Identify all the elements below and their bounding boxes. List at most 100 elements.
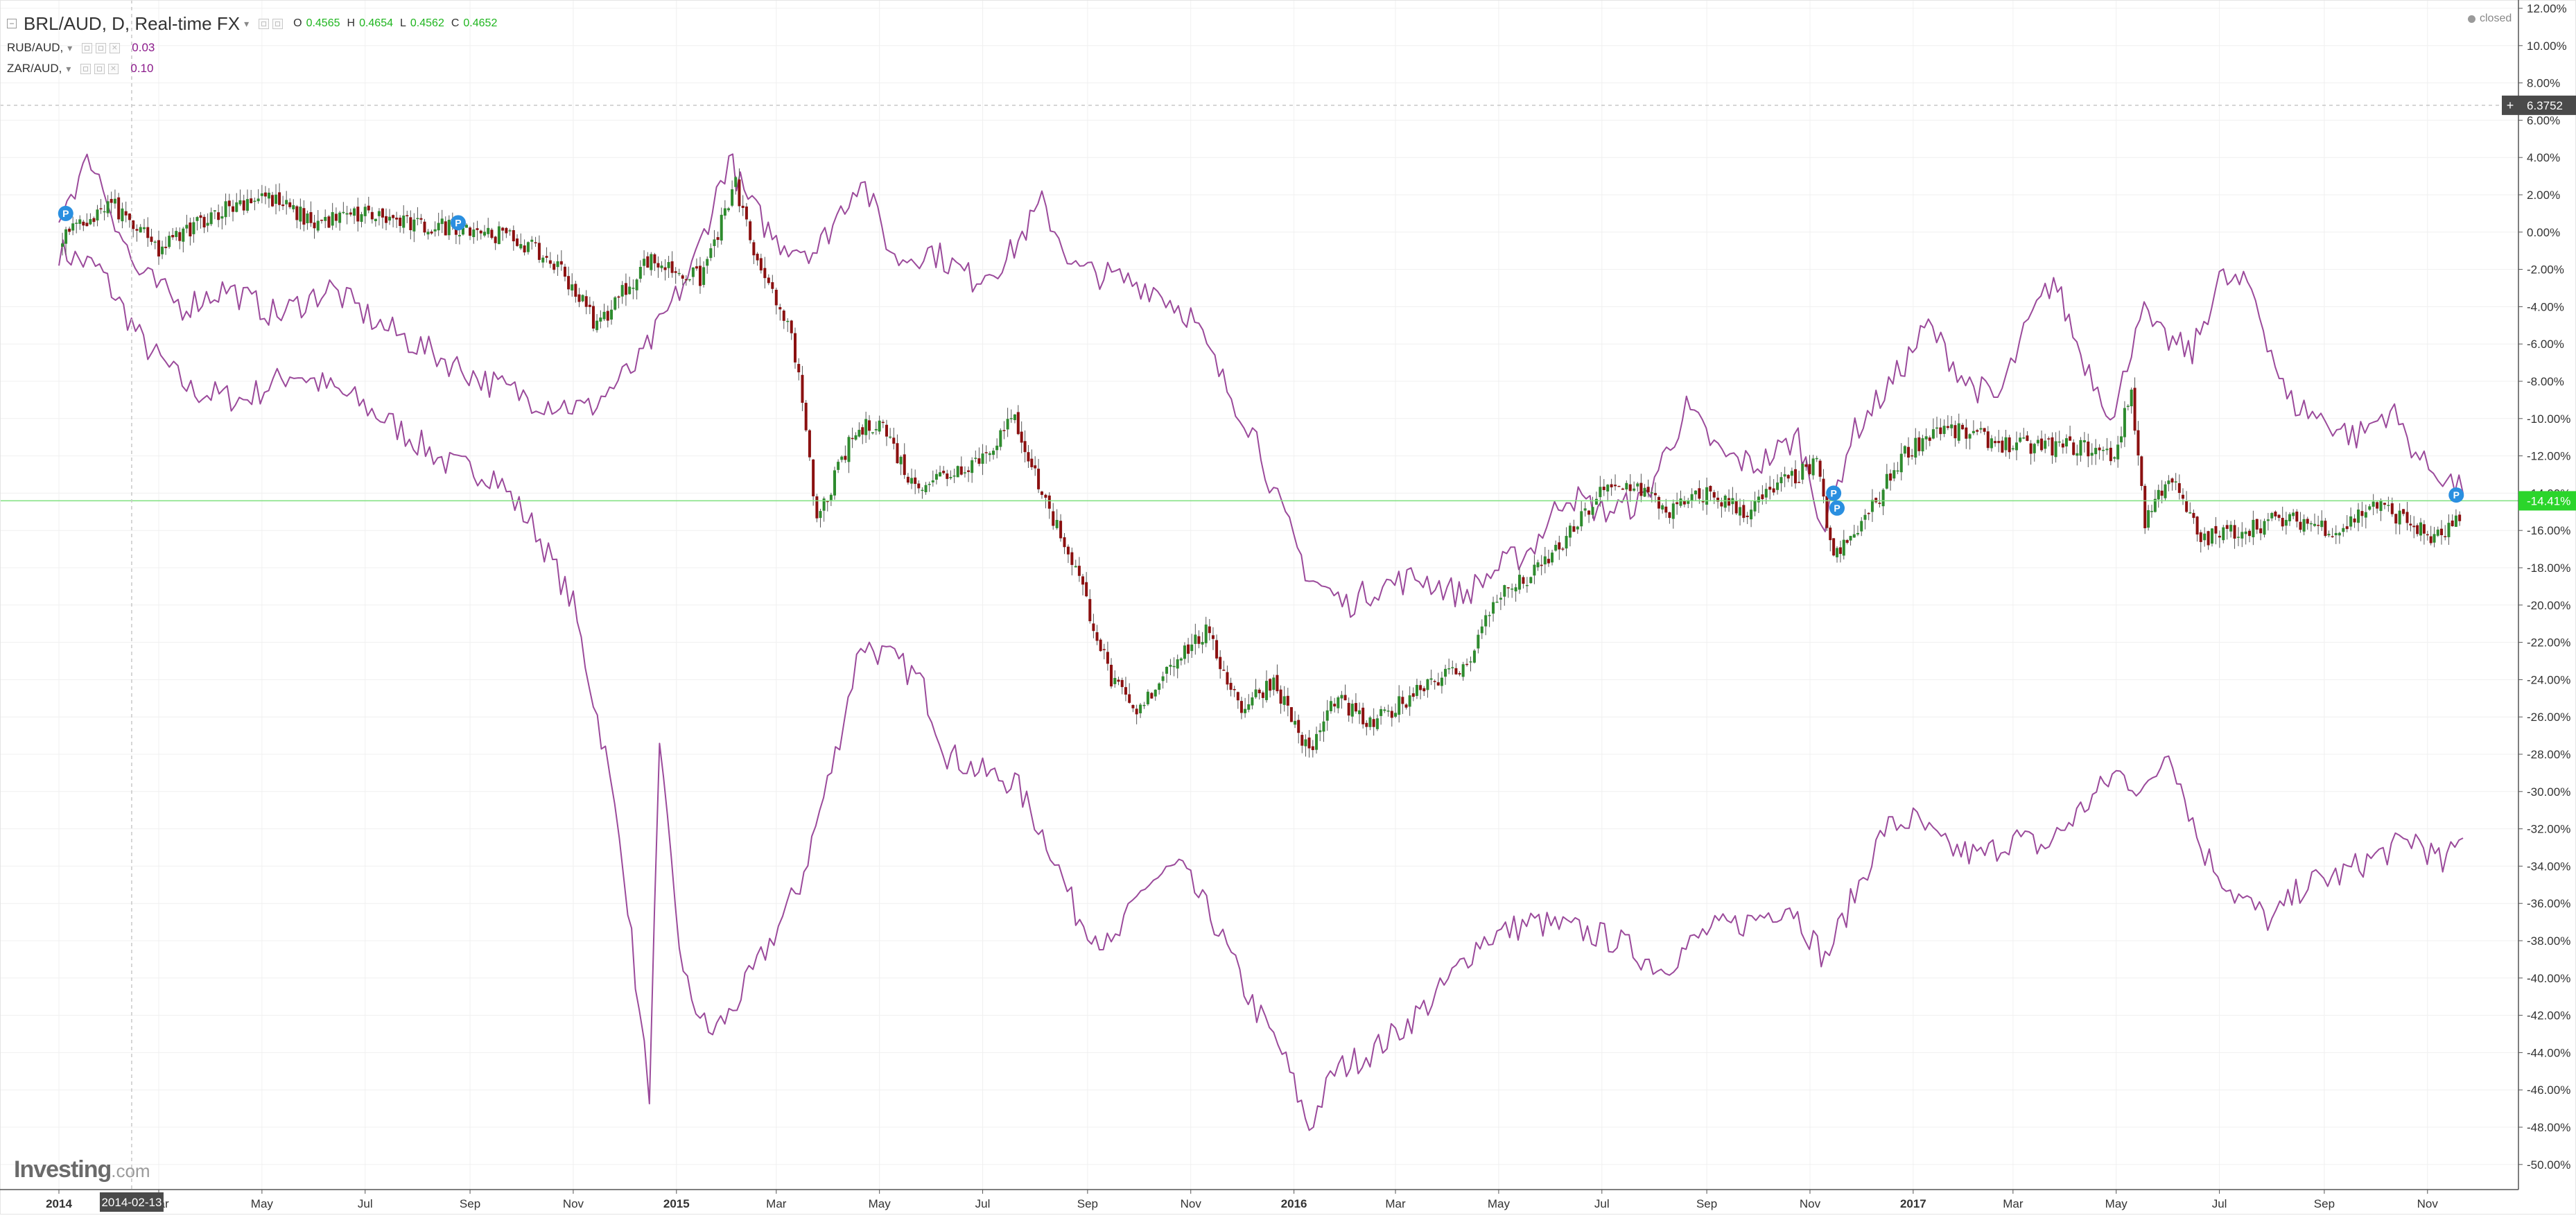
candle-body [2036, 440, 2039, 444]
candle-body [1896, 470, 1899, 472]
y-tick-label: -10.00% [2527, 412, 2570, 426]
candle-body [1536, 562, 1540, 568]
candle-body [250, 198, 253, 204]
candle-body [871, 432, 874, 434]
candle-body [2259, 528, 2263, 534]
eye-icon[interactable] [80, 63, 92, 74]
candle-body [763, 268, 767, 279]
candle-body [667, 261, 670, 268]
candle-body [1860, 521, 1863, 532]
candle-body [1617, 485, 1621, 487]
candle-body [1124, 687, 1127, 695]
candle-body [2447, 523, 2451, 537]
candle-body [1154, 689, 1157, 697]
settings-icon[interactable] [96, 42, 107, 53]
candle-body [1451, 667, 1454, 669]
candle-body [1444, 668, 1447, 677]
candle-body [861, 427, 864, 435]
compare-symbol-rub[interactable]: RUB/AUD, [7, 41, 64, 54]
candle-body [2309, 523, 2313, 525]
candle-body [2376, 502, 2379, 509]
candle-body [1297, 720, 1300, 733]
candle-body [606, 311, 609, 321]
candle-body [1818, 460, 1822, 477]
candle-body [1997, 441, 2001, 444]
candle-body [1750, 510, 1753, 520]
candle-body [1183, 645, 1186, 659]
close-icon[interactable] [110, 42, 121, 53]
candle-body [1712, 491, 1716, 498]
candle-body [472, 229, 476, 237]
candle-body [731, 189, 734, 206]
settings-icon[interactable] [272, 18, 284, 29]
candle-body [1131, 705, 1135, 708]
candle-body [2222, 527, 2225, 541]
main-symbol-title[interactable]: BRL/AUD, D, Real-time FX [24, 12, 241, 34]
candle-body [688, 279, 691, 281]
candle-body [1798, 482, 1801, 483]
candle-body [617, 296, 620, 298]
candle-body [1375, 718, 1379, 729]
candle-body [1881, 489, 1885, 507]
candle-body [635, 279, 638, 290]
candle-body [858, 430, 861, 437]
candle-body [242, 200, 245, 211]
candle-body [1372, 719, 1375, 727]
market-status-label: closed [2480, 12, 2512, 24]
candle-body [819, 511, 822, 519]
candle-body [206, 223, 209, 226]
candle-body [2033, 444, 2036, 453]
candle-body [1867, 512, 1870, 514]
compare-symbol-zar[interactable]: ZAR/AUD, [7, 62, 62, 75]
candle-body [295, 206, 299, 220]
chevron-down-icon[interactable]: ▾ [66, 62, 71, 74]
candle-body [1480, 626, 1483, 634]
candle-body [1146, 691, 1149, 704]
eye-icon[interactable] [259, 18, 270, 29]
candle-body [1239, 701, 1243, 713]
chevron-down-icon[interactable]: ▾ [67, 42, 73, 53]
candle-body [2248, 530, 2252, 537]
candle-body [245, 199, 249, 211]
candle-body [949, 477, 952, 478]
y-tick-label: -26.00% [2527, 711, 2570, 724]
candle-body [1687, 500, 1690, 504]
candle-body [1172, 665, 1176, 668]
y-tick-label: 12.00% [2527, 2, 2567, 15]
candle-body [1257, 689, 1261, 694]
candle-body [85, 223, 89, 227]
candle-body [1878, 503, 1881, 504]
collapse-icon[interactable]: − [7, 19, 17, 28]
candle-body [1059, 521, 1063, 539]
close-icon[interactable] [108, 62, 119, 74]
candle-body [1772, 488, 1775, 493]
candle-body [1723, 496, 1727, 508]
candle-body [1081, 576, 1085, 585]
candle-body [505, 227, 508, 234]
candle-body [1679, 498, 1682, 506]
candle-body [992, 451, 995, 455]
settings-icon[interactable] [94, 63, 105, 74]
candle-body [327, 216, 331, 228]
x-tick-label: May [251, 1197, 274, 1210]
candle-body [1325, 710, 1329, 721]
candle-body [1899, 453, 1903, 473]
candle-body [356, 207, 360, 222]
candle-body [749, 221, 752, 241]
candle-body [1380, 708, 1383, 716]
candle-body [2360, 511, 2364, 516]
candle-body [1768, 487, 1772, 490]
candle-body [759, 258, 763, 271]
candle-body [1786, 475, 1790, 479]
candle-body [2014, 442, 2018, 451]
candle-body [1720, 502, 1723, 507]
chevron-down-icon[interactable]: ▾ [244, 17, 250, 29]
earnings-marker-icon: P [450, 215, 466, 231]
earnings-marker-icon: P [1829, 500, 1845, 516]
eye-icon[interactable] [82, 42, 93, 53]
candle-body [1347, 702, 1350, 716]
candle-body [2051, 437, 2054, 455]
